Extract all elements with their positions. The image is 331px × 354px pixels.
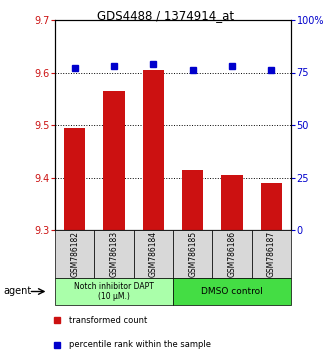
Text: GSM786184: GSM786184 <box>149 231 158 277</box>
Bar <box>260 183 282 230</box>
Bar <box>55 230 94 278</box>
Bar <box>173 230 212 278</box>
Bar <box>173 278 291 305</box>
Text: transformed count: transformed count <box>69 316 147 325</box>
Bar <box>221 175 243 230</box>
Text: Notch inhibitor DAPT
(10 μM.): Notch inhibitor DAPT (10 μM.) <box>74 282 154 301</box>
Bar <box>64 128 85 230</box>
Text: GDS4488 / 1374914_at: GDS4488 / 1374914_at <box>97 9 234 22</box>
Text: percentile rank within the sample: percentile rank within the sample <box>69 340 211 349</box>
Bar <box>212 230 252 278</box>
Bar <box>134 230 173 278</box>
Bar <box>143 70 164 230</box>
Text: GSM786185: GSM786185 <box>188 231 197 277</box>
Bar <box>252 230 291 278</box>
Text: GSM786187: GSM786187 <box>267 231 276 277</box>
Text: agent: agent <box>3 286 31 297</box>
Text: GSM786186: GSM786186 <box>227 231 237 277</box>
Bar <box>103 91 125 230</box>
Bar <box>55 278 173 305</box>
Text: GSM786182: GSM786182 <box>70 231 79 277</box>
Bar <box>182 170 204 230</box>
Text: GSM786183: GSM786183 <box>110 231 118 277</box>
Bar <box>94 230 134 278</box>
Text: DMSO control: DMSO control <box>201 287 263 296</box>
